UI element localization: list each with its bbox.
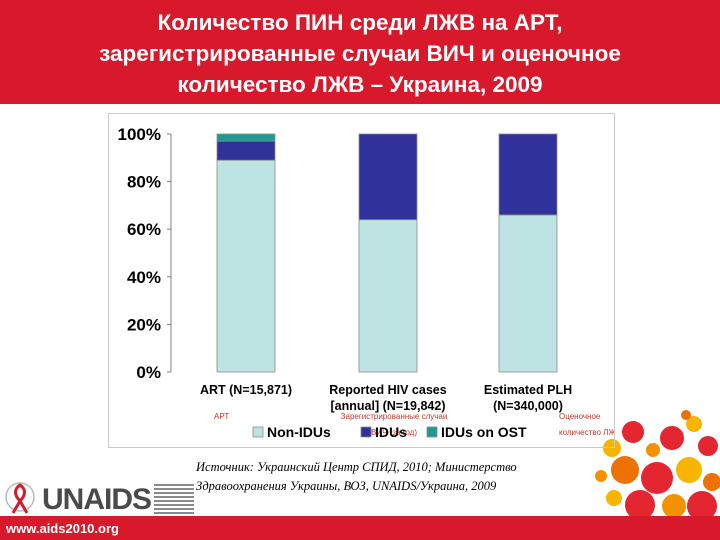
legend-swatch [360,426,372,438]
y-tick-label: 20% [127,315,161,334]
x-category-label: [annual] (N=19,842) [331,399,446,413]
bar-segment [216,159,276,373]
bar-segment [216,140,276,161]
unaids-logo: UNAIDS [4,475,194,522]
ribbon-icon [5,482,35,514]
x-category-label: Estimated PLH [484,383,572,397]
bar-segment [358,133,418,221]
source-line: Здравоохранения Украины, ВОЗ, UNAIDS/Укр… [196,479,497,493]
page-title: Количество ПИН среди ЛЖВ на АРТ, зарегис… [0,0,720,100]
y-tick-label: 80% [127,173,161,192]
legend-label: IDUs [375,424,407,440]
source-line: Источник: Украинский Центр СПИД, 2010; М… [196,460,517,474]
footer-bar [0,516,720,540]
title-line: зарегистрированные случаи ВИЧ и оценочно… [99,41,621,66]
title-line: количество ЛЖВ – Украина, 2009 [177,72,543,97]
x-category-translation: АРТ [214,412,229,421]
logo-text: UNAIDS [42,483,152,516]
bar-segment [498,214,558,373]
x-category-label: Reported HIV cases [329,383,446,397]
title-line: Количество ПИН среди ЛЖВ на АРТ, [157,10,563,35]
bar-segment [498,133,558,216]
x-category-label: (N=340,000) [493,399,563,413]
legend-swatch [252,426,264,438]
y-tick-label: 0% [136,363,161,382]
legend-swatch [426,426,438,438]
x-category-translation: Зарегистрированные случаи [341,412,448,421]
y-tick-label: 100% [118,125,161,144]
x-category-translation: ВИЧ (за год) [371,428,417,437]
x-category-translation: количество ЛЖВ [559,428,614,437]
chart-frame: 100% 80% 60% 40% 20% 0% ART (N=15,871) Reported… [108,113,615,448]
title-banner: Количество ПИН среди ЛЖВ на АРТ, зарегис… [0,0,720,104]
x-category-label: ART (N=15,871) [200,383,292,397]
source-note: Источник: Украинский Центр СПИД, 2010; М… [196,458,626,496]
y-tick-label: 40% [127,268,161,287]
legend-label: IDUs on OST [441,424,527,440]
stacked-bar-chart: 100% 80% 60% 40% 20% 0% ART (N=15,871) Reported… [118,125,614,440]
x-category-translation: Оценочное [559,412,601,421]
bar-segment [358,219,418,373]
legend-label: Non-IDUs [267,424,331,440]
y-tick-label: 60% [127,220,161,239]
bar-segment [216,133,276,142]
footer-url[interactable]: www.aids2010.org [6,521,119,536]
